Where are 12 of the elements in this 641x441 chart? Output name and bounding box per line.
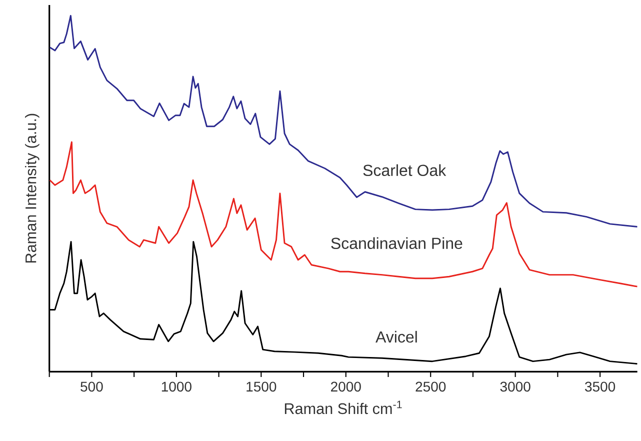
x-tick-label: 3000	[500, 382, 530, 392]
x-tick-label: 1000	[162, 382, 192, 392]
series-label: Scandinavian Pine	[331, 237, 462, 250]
x-tick-label: 1500	[246, 382, 276, 392]
y-axis-title: Raman Intensity (a.u.)	[25, 114, 40, 262]
x-tick-label: 3500	[585, 382, 616, 392]
series-label: Scarlet Oak	[363, 164, 446, 176]
x-tick-label: 2000	[331, 382, 361, 392]
series-label: Avicel	[376, 330, 417, 343]
x-tick-label: 500	[80, 382, 103, 392]
x-axis-title: Raman Shift cm$^{-1}$	[284, 400, 402, 414]
x-tick-label: 2500	[416, 382, 446, 392]
